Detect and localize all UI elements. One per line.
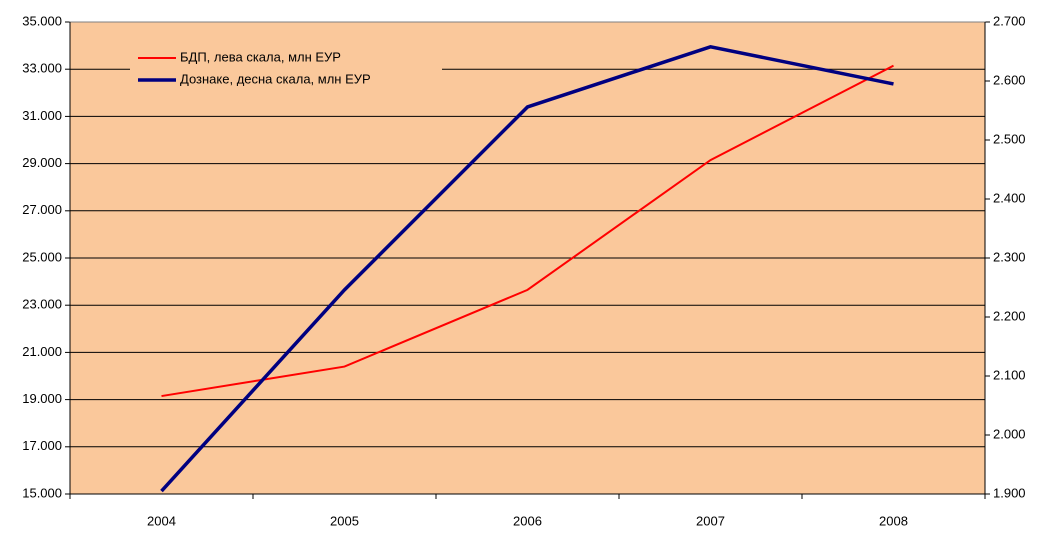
- y-tick-label: 17.000: [22, 438, 62, 453]
- x-tick-label: 2007: [696, 513, 725, 528]
- x-tick-label: 2006: [513, 513, 542, 528]
- y-tick-label: 29.000: [22, 155, 62, 170]
- y2-tick-label: 2.300: [993, 249, 1026, 264]
- x-tick-label: 2005: [330, 513, 359, 528]
- y2-tick-label: 2.200: [993, 308, 1026, 323]
- legend-label: Дознаке, десна скала, млн ЕУР: [180, 71, 371, 86]
- y2-tick-label: 2.500: [993, 131, 1026, 146]
- y-tick-label: 23.000: [22, 297, 62, 312]
- x-tick-label: 2008: [879, 513, 908, 528]
- y-tick-label: 31.000: [22, 108, 62, 123]
- legend: [130, 42, 442, 94]
- y2-tick-label: 2.600: [993, 72, 1026, 87]
- y-tick-label: 27.000: [22, 202, 62, 217]
- y-tick-label: 25.000: [22, 249, 62, 264]
- y2-tick-label: 1.900: [993, 485, 1026, 500]
- y-tick-label: 33.000: [22, 61, 62, 76]
- series-line: [161, 64, 894, 398]
- y2-tick-label: 2.100: [993, 367, 1026, 382]
- y2-tick-label: 2.700: [993, 13, 1026, 28]
- y2-tick-label: 2.000: [993, 426, 1026, 441]
- y-tick-label: 15.000: [22, 485, 62, 500]
- y-tick-label: 19.000: [22, 391, 62, 406]
- y-tick-label: 21.000: [22, 344, 62, 359]
- x-tick-label: 2004: [147, 513, 176, 528]
- y-tick-label: 35.000: [22, 13, 62, 28]
- y2-tick-label: 2.400: [993, 190, 1026, 205]
- legend-label: БДП, лева скала, млн ЕУР: [180, 49, 341, 64]
- series-line: [160, 44, 894, 493]
